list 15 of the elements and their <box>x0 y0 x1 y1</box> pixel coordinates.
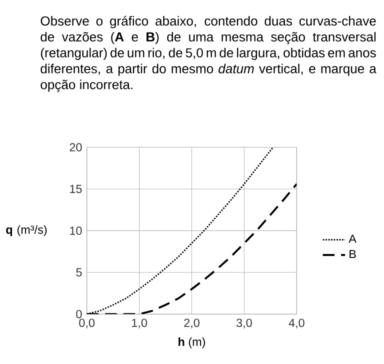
x-tick-label: 4,0 <box>288 318 304 329</box>
y-tick-label: 10 <box>70 226 82 236</box>
chart-title: Observe o gráfico abaixo, contendo duas curvas-chave de vazões (A e B) de uma mesma seção transversal (retangular) de um rio, de 5,0 m de largura, obtidas em anos diferentes, a partir do mesmo datum vertical, e marque a opção incorreta. <box>40 16 376 92</box>
x-tick-label: 0,0 <box>79 318 95 329</box>
y-tick-label: 15 <box>70 185 82 194</box>
x-tick-label: 3,0 <box>236 318 252 329</box>
y-axis-title: q (m³/s) <box>6 225 47 236</box>
x-tick-label: 2,0 <box>184 318 200 329</box>
legend-label: B <box>350 250 356 258</box>
y-tick-label: 5 <box>76 268 82 277</box>
x-tick-label: 1,0 <box>132 318 147 329</box>
y-tick-label: 0 <box>76 310 82 318</box>
x-axis-title: h (m) <box>178 338 206 348</box>
y-tick-label: 20 <box>70 143 82 152</box>
legend-label: A <box>348 234 356 243</box>
